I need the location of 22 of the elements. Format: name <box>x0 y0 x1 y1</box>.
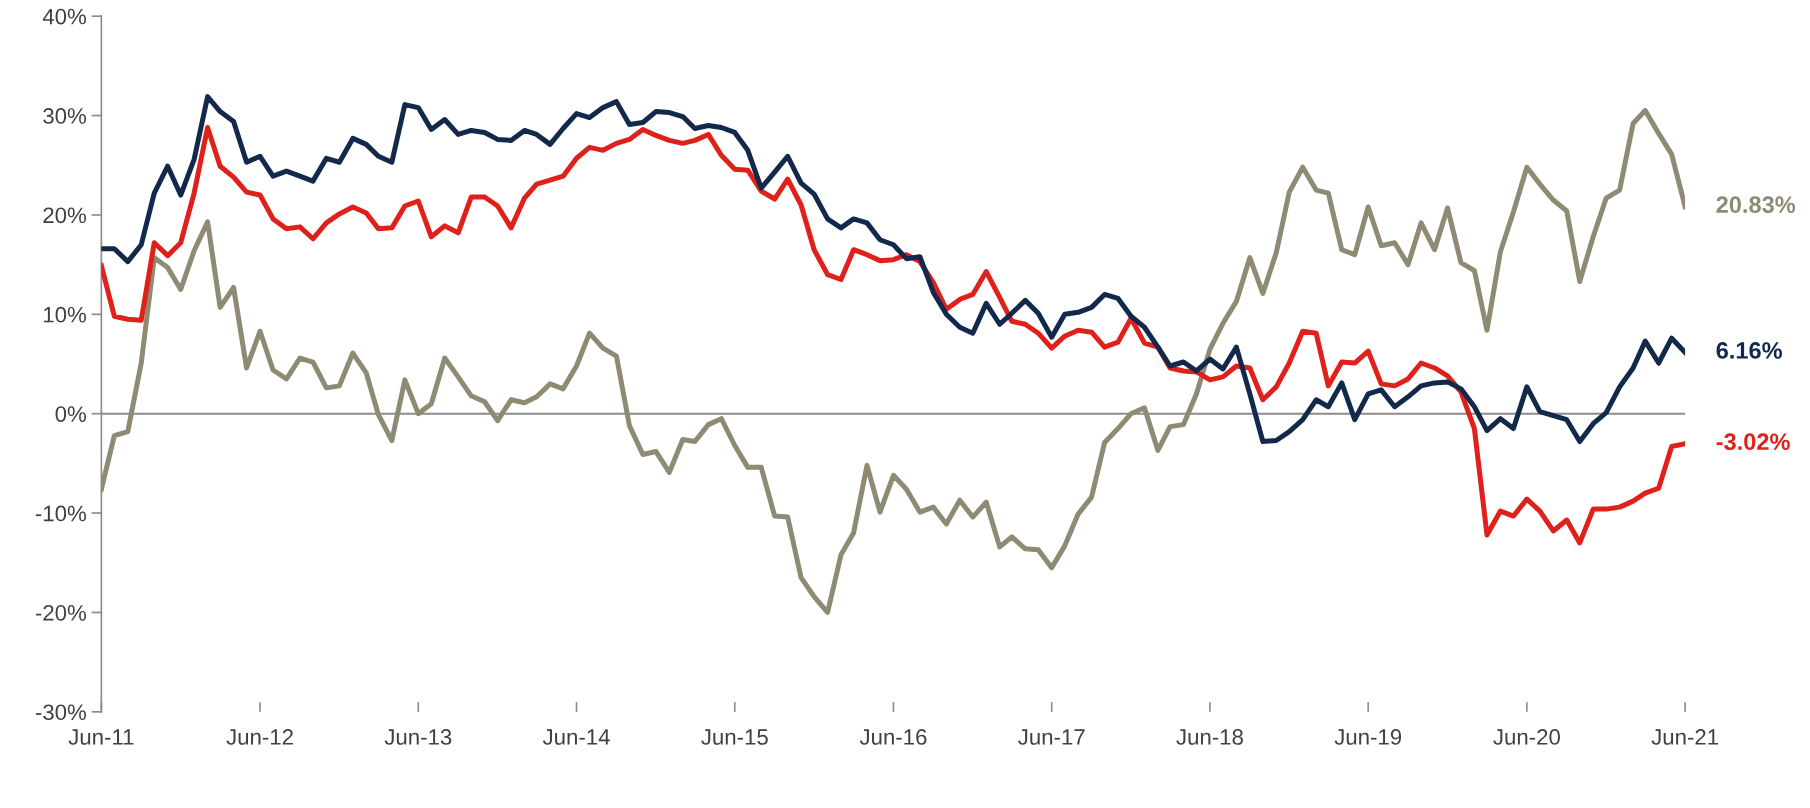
x-tick-label: Jun-21 <box>1651 729 1718 745</box>
x-tick-label: Jun-20 <box>1493 729 1560 745</box>
x-tick-label: Jun-11 <box>68 729 134 745</box>
y-tick-label: 0% <box>55 406 86 422</box>
x-tick-label: Jun-12 <box>226 729 293 745</box>
annotation: 6.16% <box>1716 342 1782 359</box>
annotation: -3.02% <box>1716 433 1790 451</box>
x-tick-label: Jun-16 <box>859 729 927 745</box>
x-tick-label: Jun-19 <box>1334 729 1402 745</box>
x-tick-label: Jun-14 <box>542 729 610 745</box>
x-tick-label: Jun-18 <box>1176 729 1243 745</box>
x-tick-label: Jun-15 <box>701 729 768 745</box>
x-tick-label: Jun-13 <box>384 729 452 745</box>
y-tick-label: 40% <box>42 8 86 25</box>
y-tick-label: -30% <box>35 704 86 721</box>
y-tick-label: 10% <box>44 306 86 323</box>
y-tick-label: 20% <box>43 207 86 224</box>
y-tick-label: -20% <box>35 605 86 621</box>
annotation: 20.83% <box>1716 196 1796 214</box>
y-tick-label: 30% <box>43 108 86 124</box>
y-tick-label: -10% <box>35 505 86 522</box>
x-tick-label: Jun-17 <box>1018 729 1085 745</box>
